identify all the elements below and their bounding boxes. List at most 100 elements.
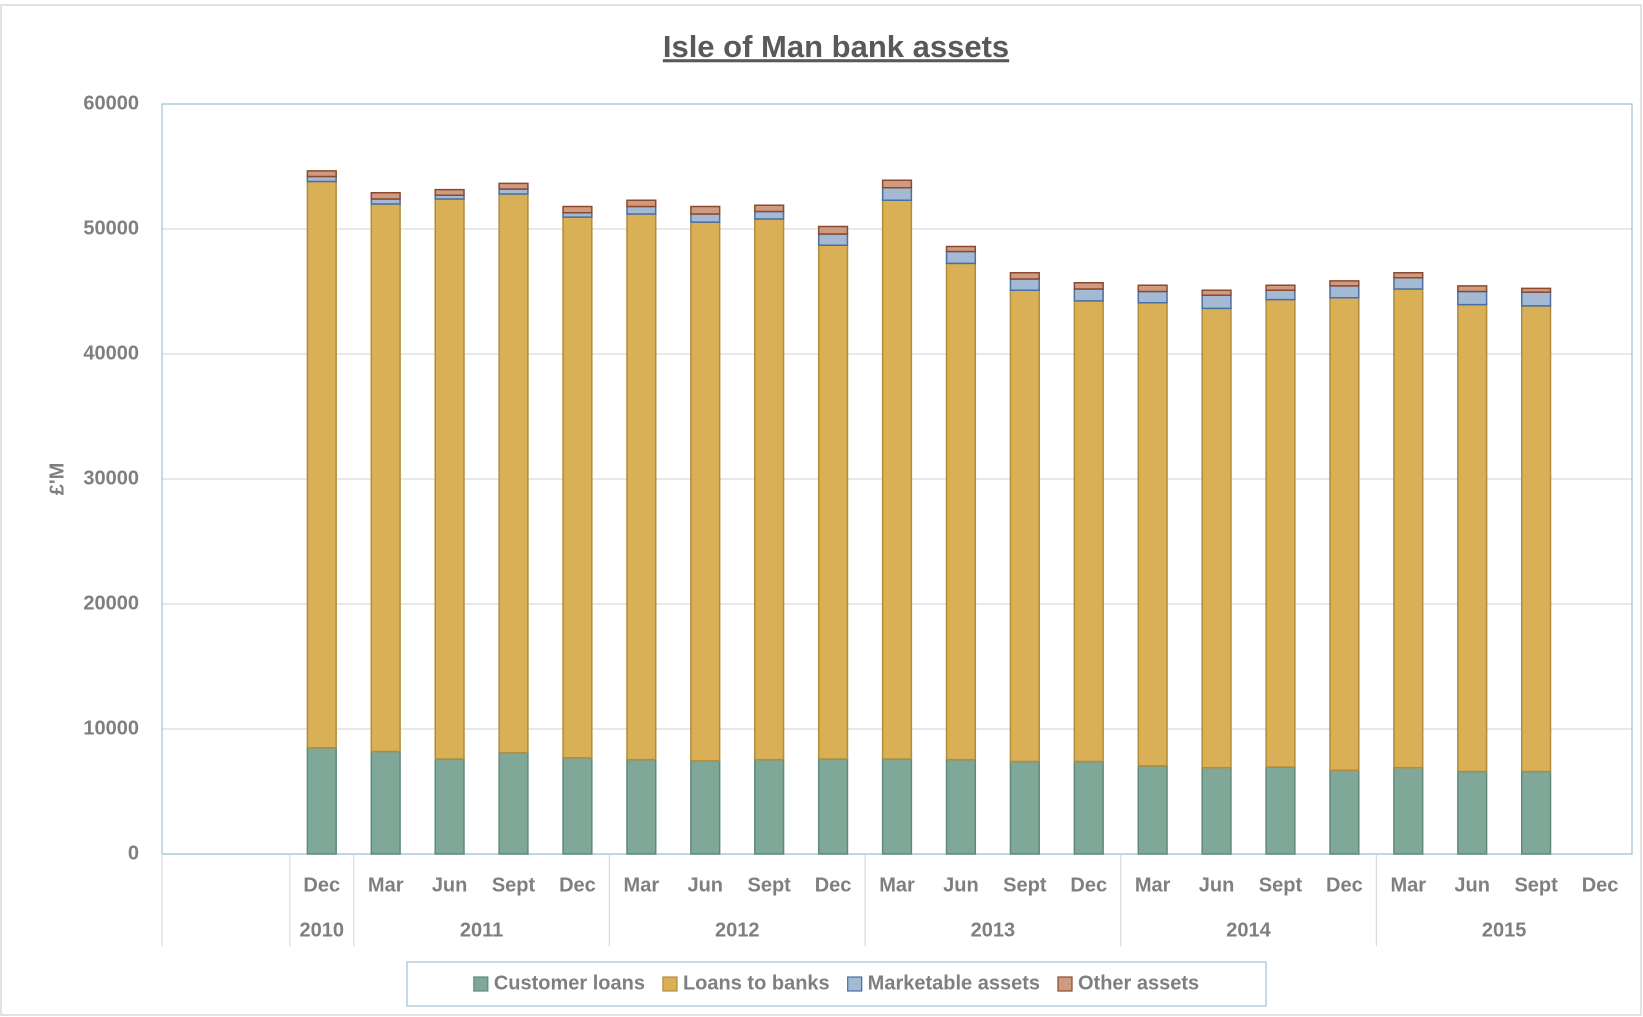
bar-segment — [1009, 760, 1040, 855]
y-tick-label: 10000 — [83, 717, 139, 739]
bar-segment — [1009, 289, 1040, 763]
chart-title: Isle of Man bank assets — [663, 29, 1009, 64]
x-tick-label: Jun — [432, 874, 468, 896]
y-axis-label: £'M — [46, 463, 68, 496]
bar-segment — [434, 188, 465, 196]
x-tick-label: Dec — [1070, 874, 1107, 896]
legend-label: Loans to banks — [683, 972, 830, 994]
bar-segment — [306, 180, 337, 749]
bar-segment — [306, 170, 337, 178]
bar-segment — [1521, 770, 1552, 855]
bar-segment — [1073, 300, 1104, 763]
bar-segment — [626, 758, 657, 855]
legend-label: Customer loans — [494, 972, 645, 994]
bar-segment — [754, 758, 785, 855]
bar-segment — [498, 182, 529, 190]
bar-segment — [626, 205, 657, 215]
bar-segment — [881, 187, 913, 201]
bar-segment — [370, 750, 401, 855]
bar-segment — [562, 205, 593, 214]
bar-segment — [690, 760, 721, 855]
bar-segment — [1329, 297, 1360, 771]
bar-segment — [1521, 291, 1552, 307]
bar-segment — [1521, 287, 1552, 293]
bar-segment — [1393, 277, 1424, 290]
legend-label: Other assets — [1078, 972, 1199, 994]
y-tick-label: 60000 — [83, 92, 139, 114]
x-tick-label: Jun — [1199, 874, 1235, 896]
bar-segment — [1521, 305, 1552, 773]
x-tick-label: Sept — [1003, 874, 1047, 896]
x-tick-label: Mar — [1391, 874, 1427, 896]
bar-segment — [1073, 282, 1104, 290]
x-tick-label: Mar — [624, 874, 660, 896]
y-tick-label: 30000 — [83, 467, 139, 489]
legend-swatch — [473, 976, 489, 992]
bar-segment — [1137, 290, 1168, 304]
x-group-label: 2010 — [300, 919, 345, 941]
bar-segment — [1457, 770, 1488, 855]
x-tick-label: Sept — [492, 874, 536, 896]
x-tick-label: Jun — [943, 874, 979, 896]
bar-segment — [370, 192, 401, 200]
bar-segment — [881, 179, 913, 189]
bar-segment — [562, 216, 593, 759]
bar-segment — [1329, 285, 1360, 299]
bar-segment — [1265, 766, 1296, 855]
bar-segment — [1265, 298, 1296, 768]
bar-segment — [817, 225, 849, 235]
bar-segment — [1009, 278, 1040, 291]
bar-segment — [945, 245, 977, 253]
bar-segment — [1201, 294, 1232, 310]
bar-segment — [1393, 272, 1424, 279]
bar-segment — [562, 757, 593, 855]
bar-segment — [1201, 767, 1232, 855]
bar-segment — [306, 747, 337, 855]
x-tick-label: Sept — [1259, 874, 1303, 896]
bar-segment — [498, 193, 529, 754]
x-tick-label: Mar — [1135, 874, 1171, 896]
bar-segment — [1457, 290, 1488, 306]
x-group-label: 2011 — [460, 919, 503, 941]
legend-box — [406, 961, 1267, 1007]
x-tick-label: Mar — [368, 874, 404, 896]
x-group-label: 2014 — [1226, 919, 1271, 941]
x-group-label: 2013 — [971, 919, 1016, 941]
legend-swatch — [847, 976, 863, 992]
x-group-label: 2015 — [1482, 919, 1527, 941]
bar-segment — [1265, 284, 1296, 291]
bar-segment — [1137, 765, 1168, 855]
bar-segment — [1457, 285, 1488, 293]
bar-segment — [945, 262, 977, 761]
x-tick-label: Dec — [815, 874, 852, 896]
y-tick-label: 0 — [128, 842, 139, 864]
y-tick-label: 40000 — [83, 342, 139, 364]
bar-segment — [1201, 307, 1232, 769]
bar-segment — [1073, 760, 1104, 855]
y-tick-label: 20000 — [83, 592, 139, 614]
legend-label: Marketable assets — [868, 972, 1040, 994]
bar-segment — [881, 758, 913, 855]
bar-segment — [754, 210, 785, 220]
bar-segment — [1329, 769, 1360, 855]
legend-swatch — [1057, 976, 1073, 992]
x-tick-label: Sept — [748, 874, 792, 896]
bar-segment — [434, 758, 465, 855]
bar-segment — [945, 758, 977, 855]
x-tick-label: Sept — [1514, 874, 1558, 896]
bar-segment — [1009, 272, 1040, 280]
bar-segment — [498, 752, 529, 855]
bar-segment — [1393, 288, 1424, 769]
x-tick-label: Jun — [1454, 874, 1490, 896]
bar-segment — [1137, 302, 1168, 767]
bar-segment — [1201, 289, 1232, 296]
x-tick-label: Dec — [1582, 874, 1619, 896]
bar-segment — [945, 250, 977, 265]
bar-segment — [881, 199, 913, 760]
bar-segment — [817, 233, 849, 246]
bar-segment — [1137, 284, 1168, 293]
bar-segment — [1073, 288, 1104, 302]
bar-segment — [434, 198, 465, 760]
x-tick-label: Mar — [879, 874, 915, 896]
bar-segment — [626, 199, 657, 208]
